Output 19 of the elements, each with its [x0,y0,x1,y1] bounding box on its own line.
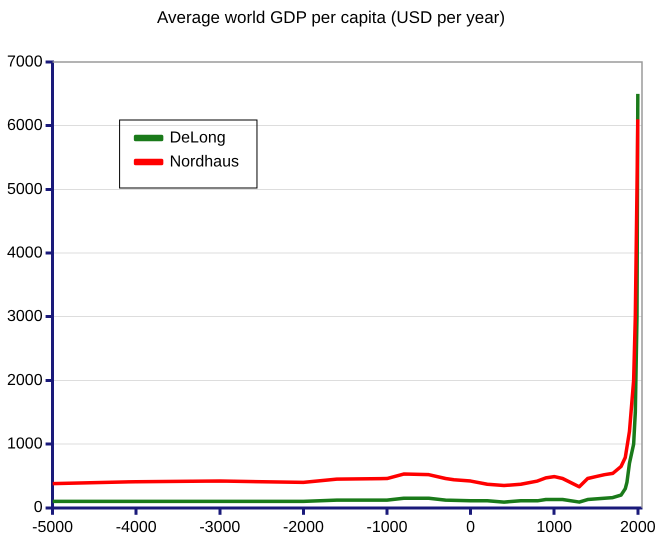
y-tick-label: 7000 [7,53,43,70]
x-tick-label: -5000 [32,518,74,536]
y-tick-label: 1000 [7,436,43,453]
y-tick-label: 2000 [7,372,43,389]
y-tick-label: 5000 [7,180,43,198]
legend-label: Nordhaus [170,153,239,170]
x-tick-label: -3000 [199,518,240,536]
y-tick-label: 6000 [7,117,43,134]
legend-label: DeLong [170,129,226,146]
y-tick-label: 0 [34,499,43,516]
y-tick-label: 4000 [7,244,43,262]
x-tick-label: -1000 [366,518,408,536]
y-tick-label: 3000 [7,308,43,326]
x-tick-label: -2000 [282,518,324,536]
x-tick-label: 2000 [620,518,656,536]
x-tick-label: -4000 [116,518,157,536]
x-tick-label: 1000 [536,518,572,536]
x-tick-label: 0 [466,518,476,536]
chart-title: Average world GDP per capita (USD per year) [156,8,506,28]
